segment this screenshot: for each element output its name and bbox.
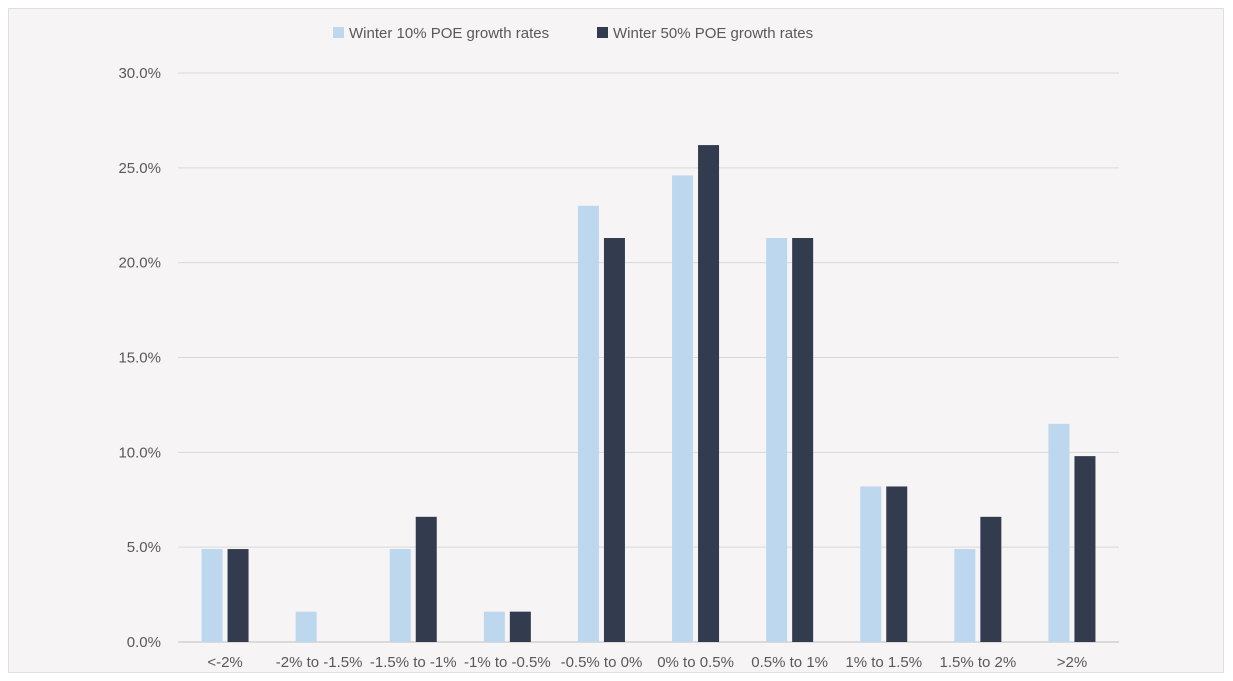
bar-winter-50-poe — [509, 611, 531, 642]
bar-winter-10-poe — [954, 549, 976, 642]
bar-winter-10-poe — [201, 549, 223, 642]
bar-winter-10-poe — [577, 205, 599, 642]
bar-winter-50-poe — [698, 145, 720, 642]
bar-winter-50-poe — [792, 238, 814, 642]
bar-winter-50-poe — [1074, 456, 1096, 642]
bar-winter-10-poe — [672, 175, 694, 643]
bar-winter-50-poe — [227, 549, 249, 642]
y-tick-label: 5.0% — [127, 539, 161, 556]
bar-winter-10-poe — [860, 486, 882, 642]
y-tick-label: 30.0% — [118, 65, 161, 82]
x-tick-label: 1% to 1.5% — [845, 654, 922, 671]
y-tick-label: 0.0% — [127, 634, 161, 651]
bar-winter-50-poe — [886, 486, 908, 642]
chart-area: 0.0% 5.0% 10.0% 15.0% 20.0% 25.0% 30.0% <-2% -2%… — [8, 8, 1224, 673]
x-tick-label: -1% to -0.5% — [464, 654, 551, 671]
legend-label: Winter 10% POE growth rates — [349, 25, 549, 42]
y-tick-label: 20.0% — [118, 255, 161, 272]
x-tick-label: 0.5% to 1% — [751, 654, 828, 671]
x-tick-label: >2% — [1057, 654, 1087, 671]
bar-winter-10-poe — [1048, 423, 1070, 642]
x-tick-label: -0.5% to 0% — [561, 654, 643, 671]
bar-winter-50-poe — [980, 516, 1002, 642]
bar-chart: 0.0% 5.0% 10.0% 15.0% 20.0% 25.0% 30.0% <-2% -2%… — [118, 25, 1119, 671]
x-tick-label: -1.5% to -1% — [370, 654, 457, 671]
x-tick-label: <-2% — [207, 654, 242, 671]
bar-winter-50-poe — [415, 516, 437, 642]
bar-winter-10-poe — [295, 611, 317, 642]
x-tick-label: 1.5% to 2% — [939, 654, 1016, 671]
bar-winter-10-poe — [483, 611, 505, 642]
x-tick-label: -2% to -1.5% — [276, 654, 363, 671]
legend-swatch — [333, 27, 344, 38]
legend-swatch — [597, 27, 608, 38]
legend-label: Winter 50% POE growth rates — [613, 25, 813, 42]
bar-winter-50-poe — [603, 238, 625, 642]
x-tick-label: 0% to 0.5% — [657, 654, 734, 671]
y-tick-label: 10.0% — [118, 444, 161, 461]
bar-winter-10-poe — [766, 238, 788, 642]
y-tick-label: 15.0% — [118, 350, 161, 367]
bar-winter-10-poe — [389, 549, 411, 642]
y-tick-label: 25.0% — [118, 160, 161, 177]
